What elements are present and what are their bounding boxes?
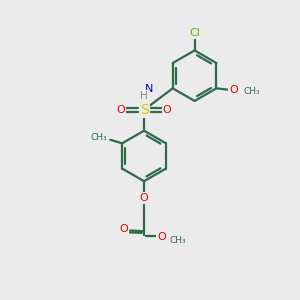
Text: O: O <box>229 85 238 95</box>
Text: S: S <box>140 103 148 117</box>
Text: CH₃: CH₃ <box>90 134 107 142</box>
Text: O: O <box>140 193 148 203</box>
Text: CH₃: CH₃ <box>244 87 260 96</box>
Text: N: N <box>144 84 153 94</box>
Text: O: O <box>163 105 172 115</box>
Text: CH₃: CH₃ <box>169 236 186 244</box>
Text: O: O <box>157 232 166 242</box>
Text: Cl: Cl <box>189 28 200 38</box>
Text: H: H <box>140 91 147 101</box>
Text: O: O <box>120 224 128 234</box>
Text: O: O <box>116 105 125 115</box>
